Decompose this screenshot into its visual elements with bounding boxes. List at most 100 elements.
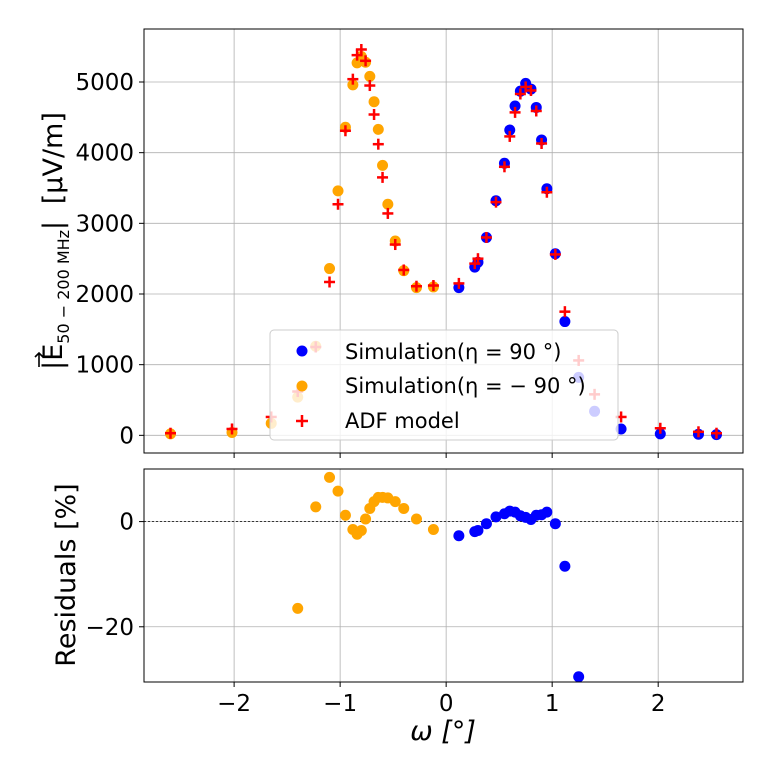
main-point-simulation-90- [509,100,521,112]
main-point-adf-model [541,186,553,198]
main-point-simulation-90- [382,198,394,210]
residuals-y-tick-label-0: 0 [119,510,134,536]
main-point-adf-model [559,306,571,318]
residuals-plot-frame [143,468,744,683]
main-point-adf-model [536,137,548,149]
main-point-adf-model [398,264,410,276]
residuals-y-axis-label: Residuals [%] [51,483,82,666]
legend-marker-sim-neg90 [296,380,308,392]
main-point-simulation-90- [324,263,336,275]
main-point-simulation-90- [372,123,384,135]
main-point-adf-model [472,253,484,265]
residuals-y-tick-label--20: −20 [85,615,134,641]
main-point-adf-model [525,84,537,96]
residuals-point-simulation-90- [339,509,351,521]
legend-label-adf: ADF model [345,409,460,433]
main-point-adf-model [339,125,351,137]
residuals-point-simulation-90- [573,671,585,683]
main-point-simulation-90- [654,428,666,440]
main-point-adf-model [347,73,359,85]
x-tick-label-1: 1 [545,691,560,717]
main-point-adf-model [372,138,384,150]
residuals-point-simulation-90- [453,530,465,542]
main-point-adf-model [710,427,722,439]
residuals-point-simulation-90- [324,471,336,483]
main-point-adf-model [364,80,376,92]
legend: Simulation(η = 90 °) Simulation(η = − 90… [269,329,619,441]
y-label-open-bar: | [38,361,69,370]
main-point-adf-model [360,55,372,67]
svg-text:|E50 − 200 MHz| [μV/m]: |E50 − 200 MHz| [μV/m] [38,112,73,370]
legend-marker-adf [296,415,308,427]
residuals-point-simulation-90- [559,560,571,572]
main-y-axis-label: |E50 − 200 MHz| [μV/m] [34,112,73,370]
main-point-adf-model [377,171,389,183]
main-point-adf-model [368,109,380,121]
main-y-tick-label-5000: 5000 [75,70,134,96]
main-point-simulation-90- [347,79,359,91]
main-point-adf-model [324,276,336,288]
residuals-point-simulation-90- [541,506,553,518]
legend-label-sim-90: Simulation(η = 90 °) [345,340,561,364]
y-label-close-bar: | [38,221,69,230]
residuals-y-ticks: −20 0 [85,510,144,641]
main-point-adf-model [226,423,238,435]
x-tick-label-2: 2 [651,691,666,717]
residuals-point-simulation-90- [410,513,422,525]
x-tick-label--1: −1 [323,691,357,717]
main-y-tick-label-0: 0 [119,423,134,449]
main-point-simulation-90- [332,185,344,197]
residuals-point-simulation-90- [549,518,561,530]
main-point-adf-model [530,105,542,117]
main-point-adf-model [165,427,177,439]
y-label-subscript: 50 − 200 MHz [54,230,73,344]
main-point-adf-model [332,198,344,210]
residuals-point-simulation-90- [472,525,484,537]
residuals-point-simulation-90- [480,518,492,530]
residuals-point-simulation-90- [332,485,344,497]
main-point-simulation-90- [368,96,380,108]
x-tick-label--2: −2 [217,691,251,717]
main-point-adf-model [410,280,422,292]
x-tick-label-0: 0 [439,691,454,717]
x-axis-label: ω [°] [410,716,476,747]
main-y-tick-label-4000: 4000 [75,141,134,167]
main-point-adf-model [427,280,439,292]
main-point-adf-model [480,231,492,243]
residuals-plot-panel: −2 −1 0 1 2 −20 0 Residuals [%] ω [°] [51,468,744,747]
main-y-tick-label-2000: 2000 [75,282,134,308]
main-point-adf-model [654,422,666,434]
residuals-point-simulation-90- [490,511,502,523]
legend-marker-sim-90 [296,345,308,357]
main-y-tick-label-3000: 3000 [75,211,134,237]
main-x-ticks [233,453,659,458]
main-point-adf-model [490,196,502,208]
main-point-adf-model [351,49,363,61]
main-point-adf-model [549,248,561,260]
residuals-data-marks [292,471,585,683]
residuals-point-simulation-90- [360,513,372,525]
main-point-adf-model [498,161,510,173]
y-label-vector-arrow-icon [34,351,44,367]
residuals-gridlines [144,469,743,682]
legend-label-sim-neg90: Simulation(η = − 90 °) [345,374,586,398]
legend-box [269,329,619,441]
residuals-point-simulation-90- [355,525,367,537]
residuals-point-simulation-90- [310,501,322,513]
y-label-symbol: E [38,344,69,361]
residuals-point-simulation-90- [398,502,410,514]
main-point-adf-model [355,43,367,55]
main-point-adf-model [389,239,401,251]
main-point-adf-model [504,130,516,142]
main-point-simulation-90- [559,316,571,328]
main-point-simulation-90- [377,159,389,171]
residuals-point-simulation-90- [389,496,401,508]
residuals-point-simulation-90- [292,602,304,614]
main-point-adf-model [514,88,526,100]
main-point-adf-model [453,277,465,289]
main-point-adf-model [692,426,704,438]
residuals-point-simulation-90- [427,523,439,535]
main-plot-frame [143,28,744,454]
y-label-unit: [μV/m] [38,112,69,204]
